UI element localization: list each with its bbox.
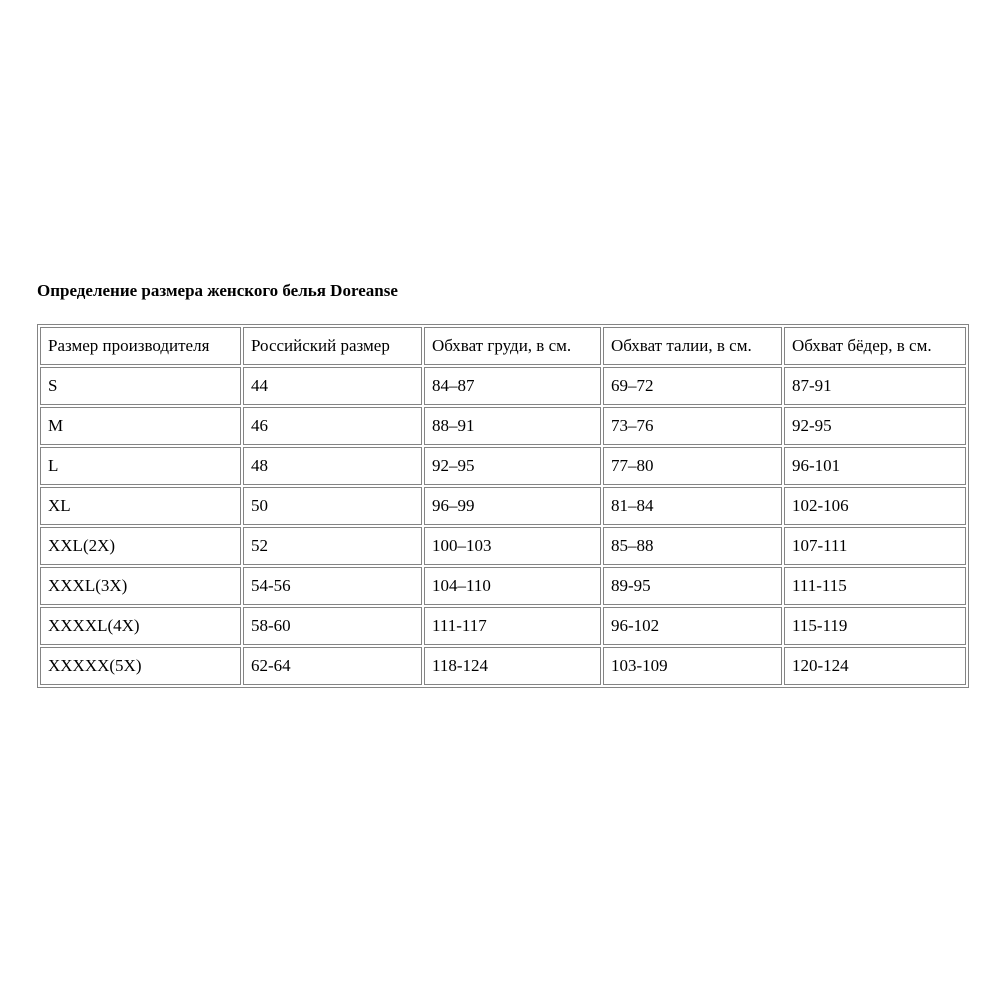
table-row: XXXXL(4X) 58-60 111-117 96-102 115-119 [40, 607, 966, 645]
cell-waist: 77–80 [603, 447, 782, 485]
cell-hips: 87-91 [784, 367, 966, 405]
cell-manufacturer-size: XXL(2X) [40, 527, 241, 565]
table-row: XXXL(3X) 54-56 104–110 89-95 111-115 [40, 567, 966, 605]
cell-manufacturer-size: XL [40, 487, 241, 525]
cell-manufacturer-size: M [40, 407, 241, 445]
cell-hips: 96-101 [784, 447, 966, 485]
cell-russian-size: 62-64 [243, 647, 422, 685]
content-area: Определение размера женского белья Dorea… [37, 281, 969, 688]
cell-waist: 85–88 [603, 527, 782, 565]
table-row: XXL(2X) 52 100–103 85–88 107-111 [40, 527, 966, 565]
cell-hips: 92-95 [784, 407, 966, 445]
cell-waist: 81–84 [603, 487, 782, 525]
cell-chest: 104–110 [424, 567, 601, 605]
cell-manufacturer-size: L [40, 447, 241, 485]
column-header-chest: Обхват груди, в см. [424, 327, 601, 365]
cell-russian-size: 52 [243, 527, 422, 565]
size-chart-table: Размер производителя Российский размер О… [37, 324, 969, 688]
cell-hips: 111-115 [784, 567, 966, 605]
column-header-manufacturer-size: Размер производителя [40, 327, 241, 365]
table-row: XL 50 96–99 81–84 102-106 [40, 487, 966, 525]
cell-chest: 84–87 [424, 367, 601, 405]
cell-manufacturer-size: XXXXX(5X) [40, 647, 241, 685]
cell-hips: 102-106 [784, 487, 966, 525]
page-title: Определение размера женского белья Dorea… [37, 281, 398, 300]
cell-waist: 103-109 [603, 647, 782, 685]
table-header-row: Размер производителя Российский размер О… [40, 327, 966, 365]
column-header-hips: Обхват бёдер, в см. [784, 327, 966, 365]
cell-chest: 118-124 [424, 647, 601, 685]
cell-russian-size: 58-60 [243, 607, 422, 645]
table-row: M 46 88–91 73–76 92-95 [40, 407, 966, 445]
cell-hips: 107-111 [784, 527, 966, 565]
cell-manufacturer-size: XXXXL(4X) [40, 607, 241, 645]
table-row: L 48 92–95 77–80 96-101 [40, 447, 966, 485]
cell-chest: 88–91 [424, 407, 601, 445]
cell-russian-size: 50 [243, 487, 422, 525]
cell-waist: 89-95 [603, 567, 782, 605]
cell-manufacturer-size: S [40, 367, 241, 405]
cell-chest: 92–95 [424, 447, 601, 485]
cell-hips: 115-119 [784, 607, 966, 645]
cell-waist: 96-102 [603, 607, 782, 645]
cell-russian-size: 54-56 [243, 567, 422, 605]
cell-waist: 69–72 [603, 367, 782, 405]
cell-russian-size: 48 [243, 447, 422, 485]
cell-russian-size: 46 [243, 407, 422, 445]
cell-chest: 111-117 [424, 607, 601, 645]
cell-hips: 120-124 [784, 647, 966, 685]
table-row: XXXXX(5X) 62-64 118-124 103-109 120-124 [40, 647, 966, 685]
cell-waist: 73–76 [603, 407, 782, 445]
cell-chest: 96–99 [424, 487, 601, 525]
table-row: S 44 84–87 69–72 87-91 [40, 367, 966, 405]
cell-russian-size: 44 [243, 367, 422, 405]
cell-manufacturer-size: XXXL(3X) [40, 567, 241, 605]
cell-chest: 100–103 [424, 527, 601, 565]
column-header-waist: Обхват талии, в см. [603, 327, 782, 365]
column-header-russian-size: Российский размер [243, 327, 422, 365]
